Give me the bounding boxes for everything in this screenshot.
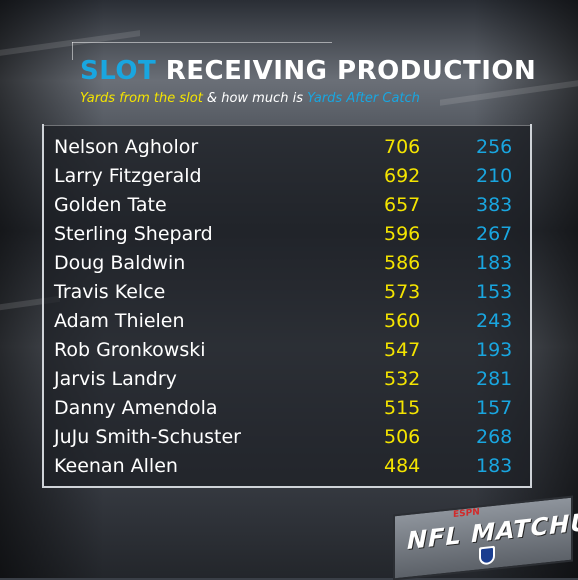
player-row: Larry Fitzgerald 692 210 xyxy=(44,163,530,192)
slot-yards-value: 573 xyxy=(384,281,421,303)
player-name: Travis Kelce xyxy=(54,281,166,303)
title-main: RECEIVING PRODUCTION xyxy=(156,56,537,86)
yards-after-catch-value: 268 xyxy=(476,426,513,448)
yards-after-catch-value: 183 xyxy=(476,455,513,477)
panel-border-bottom xyxy=(42,486,532,488)
yards-after-catch-value: 256 xyxy=(476,136,513,158)
yards-after-catch-value: 193 xyxy=(476,339,513,361)
slot-yards-value: 692 xyxy=(384,165,421,187)
yards-after-catch-value: 153 xyxy=(476,281,513,303)
player-row: Doug Baldwin 586 183 xyxy=(44,250,530,279)
player-row: Sterling Shepard 596 267 xyxy=(44,221,530,250)
page-subtitle: Yards from the slot & how much is Yards … xyxy=(80,91,536,106)
yards-after-catch-value: 281 xyxy=(476,368,513,390)
player-row: Keenan Allen 484 183 xyxy=(44,453,530,482)
player-name: Larry Fitzgerald xyxy=(54,165,202,187)
player-row: Danny Amendola 515 157 xyxy=(44,395,530,424)
subtitle-connector: & how much is xyxy=(202,91,308,106)
player-row: Rob Gronkowski 547 193 xyxy=(44,337,530,366)
yards-after-catch-value: 243 xyxy=(476,310,513,332)
yards-after-catch-value: 157 xyxy=(476,397,513,419)
slot-yards-value: 657 xyxy=(384,194,421,216)
player-list: Nelson Agholor 706 256 Larry Fitzgerald 692 2… xyxy=(44,134,530,482)
stats-panel: Nelson Agholor 706 256 Larry Fitzgerald 692 2… xyxy=(42,124,532,488)
slot-yards-value: 532 xyxy=(384,368,421,390)
panel-border-right xyxy=(530,124,532,488)
yards-after-catch-value: 383 xyxy=(476,194,513,216)
header: SLOT RECEIVING PRODUCTION Yards from the… xyxy=(80,56,536,106)
panel-border-left xyxy=(42,124,44,488)
slot-yards-value: 586 xyxy=(384,252,421,274)
player-row: Jarvis Landry 532 281 xyxy=(44,366,530,395)
player-name: Danny Amendola xyxy=(54,397,218,419)
yards-after-catch-value: 267 xyxy=(476,223,513,245)
player-name: JuJu Smith-Schuster xyxy=(54,426,241,448)
frame-line xyxy=(72,42,332,43)
player-name: Golden Tate xyxy=(54,194,167,216)
subtitle-yac: Yards After Catch xyxy=(307,91,420,106)
title-accent: SLOT xyxy=(80,56,157,86)
player-row: Travis Kelce 573 153 xyxy=(44,279,530,308)
slot-yards-value: 596 xyxy=(384,223,421,245)
slot-yards-value: 506 xyxy=(384,426,421,448)
slot-yards-value: 560 xyxy=(384,310,421,332)
slot-yards-value: 515 xyxy=(384,397,421,419)
yards-after-catch-value: 183 xyxy=(476,252,513,274)
player-name: Jarvis Landry xyxy=(54,368,177,390)
player-name: Sterling Shepard xyxy=(54,223,213,245)
player-row: JuJu Smith-Schuster 506 268 xyxy=(44,424,530,453)
player-name: Adam Thielen xyxy=(54,310,185,332)
slot-yards-value: 706 xyxy=(384,136,421,158)
slot-yards-value: 484 xyxy=(384,455,421,477)
frame-line xyxy=(72,42,73,60)
yards-after-catch-value: 210 xyxy=(476,165,513,187)
subtitle-yards: Yards from the slot xyxy=(80,91,203,106)
player-row: Nelson Agholor 706 256 xyxy=(44,134,530,163)
player-name: Doug Baldwin xyxy=(54,252,186,274)
page-title: SLOT RECEIVING PRODUCTION xyxy=(80,56,536,86)
player-name: Rob Gronkowski xyxy=(54,339,206,361)
player-name: Keenan Allen xyxy=(54,455,178,477)
player-row: Golden Tate 657 383 xyxy=(44,192,530,221)
slot-yards-value: 547 xyxy=(384,339,421,361)
player-name: Nelson Agholor xyxy=(54,136,199,158)
player-row: Adam Thielen 560 243 xyxy=(44,308,530,337)
